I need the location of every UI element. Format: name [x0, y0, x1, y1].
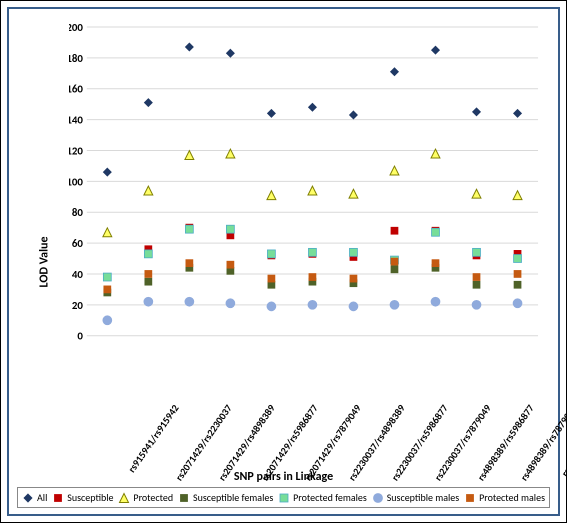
svg-text:20: 20 [72, 299, 84, 312]
svg-text:0: 0 [77, 330, 83, 340]
legend-marker-icon [118, 492, 130, 504]
plot-svg: 0 20 40 60 80 100 120 140 160 180 200 [69, 23, 544, 340]
legend-label: Susceptible [67, 491, 113, 504]
plot-area: 0 20 40 60 80 100 120 140 160 180 200 [69, 23, 544, 402]
x-axis-title: SNP pairs in Linkage [9, 470, 558, 484]
svg-text:60: 60 [72, 237, 84, 250]
chart-inner: { "chart": { "type": "scatter", "ylabel"… [7, 7, 560, 516]
legend: All Susceptible Protected Susceptible femal… [17, 487, 550, 508]
legend-label: All [37, 491, 47, 504]
svg-text:200: 200 [69, 23, 83, 34]
legend-marker-icon [278, 492, 290, 504]
legend-marker-icon [52, 492, 64, 504]
legend-marker-icon [464, 492, 476, 504]
legend-item: Susceptible males [372, 491, 460, 504]
legend-item: Susceptible [52, 491, 113, 504]
legend-marker-icon [22, 492, 34, 504]
legend-item: Protected [118, 491, 173, 504]
legend-label: Protected males [479, 491, 545, 504]
legend-item: Protected males [464, 491, 545, 504]
chart-frame: { "chart": { "type": "scatter", "ylabel"… [0, 0, 567, 523]
legend-item: Protected females [278, 491, 367, 504]
x-axis-labels: rs915941/rs915942rs2071429/rs2230037rs20… [69, 402, 544, 472]
svg-text:180: 180 [69, 52, 83, 65]
svg-text:80: 80 [72, 206, 84, 219]
legend-label: Protected [133, 491, 173, 504]
legend-item: Susceptible females [178, 491, 273, 504]
legend-label: Protected females [293, 491, 367, 504]
svg-text:140: 140 [69, 114, 83, 127]
svg-text:120: 120 [69, 144, 83, 157]
legend-label: Susceptible males [387, 491, 460, 504]
legend-label: Susceptible females [193, 491, 273, 504]
svg-text:40: 40 [72, 268, 84, 281]
legend-marker-icon [178, 492, 190, 504]
svg-text:160: 160 [69, 83, 83, 96]
svg-text:100: 100 [69, 175, 83, 188]
legend-item: All [22, 491, 47, 504]
legend-marker-icon [372, 492, 384, 504]
y-axis-label: LOD Value [38, 236, 52, 287]
